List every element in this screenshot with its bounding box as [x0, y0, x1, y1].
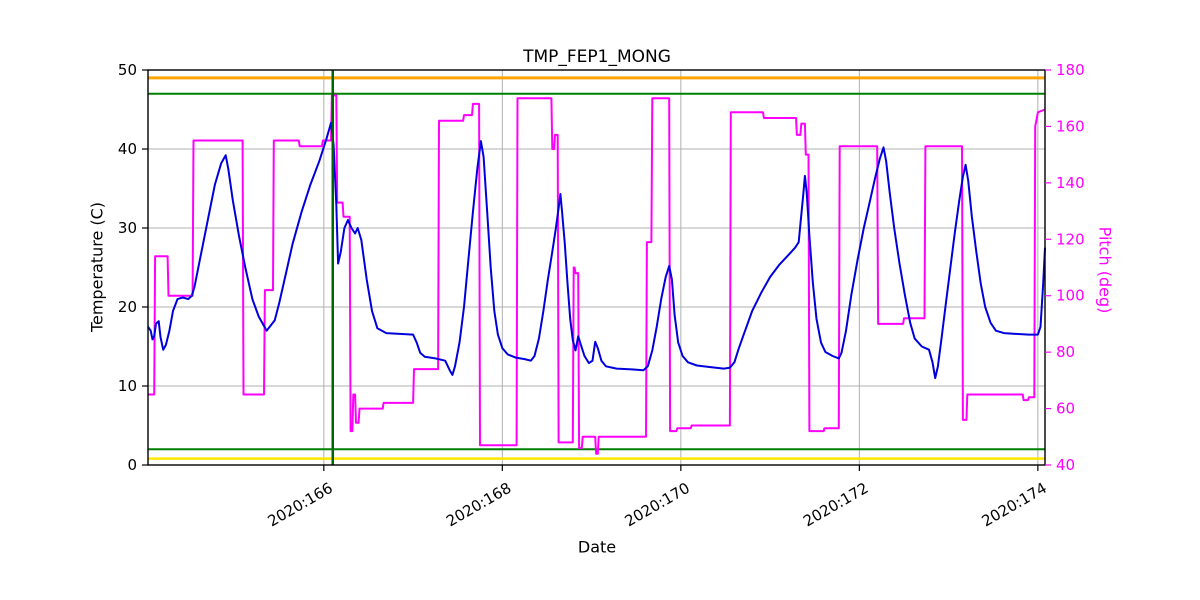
chart-title: TMP_FEP1_MONG [523, 47, 671, 67]
svg-text:30: 30 [118, 219, 137, 237]
svg-text:0: 0 [127, 456, 137, 474]
x-axis-label: Date [577, 537, 617, 557]
svg-text:2020:174: 2020:174 [979, 479, 1050, 531]
grid-lines [148, 69, 1045, 466]
svg-text:10: 10 [118, 377, 137, 395]
x-axis-ticks: 2020:166 2020:168 2020:170 2020:172 2020:174 [265, 465, 1050, 530]
svg-text:180: 180 [1056, 61, 1085, 79]
svg-text:50: 50 [118, 61, 137, 79]
svg-text:20: 20 [118, 298, 137, 316]
svg-text:2020:168: 2020:168 [443, 479, 514, 531]
y-axis-left-ticks: 0 10 20 30 40 50 [118, 61, 148, 474]
y-axis-right-ticks: 40 60 80 100 120 140 160 180 [1045, 61, 1085, 474]
svg-text:2020:170: 2020:170 [622, 479, 693, 531]
svg-text:140: 140 [1056, 174, 1085, 192]
temperature-series [147, 121, 1046, 380]
svg-text:40: 40 [1056, 456, 1075, 474]
svg-text:120: 120 [1056, 230, 1085, 248]
svg-text:40: 40 [118, 140, 137, 158]
plot-frame [147, 69, 1046, 466]
svg-text:2020:166: 2020:166 [265, 479, 336, 531]
svg-text:80: 80 [1056, 343, 1075, 361]
svg-text:160: 160 [1056, 117, 1085, 135]
limit-lines [148, 76, 1045, 460]
svg-text:60: 60 [1056, 400, 1075, 418]
svg-text:100: 100 [1056, 287, 1085, 305]
svg-text:2020:172: 2020:172 [800, 479, 871, 531]
